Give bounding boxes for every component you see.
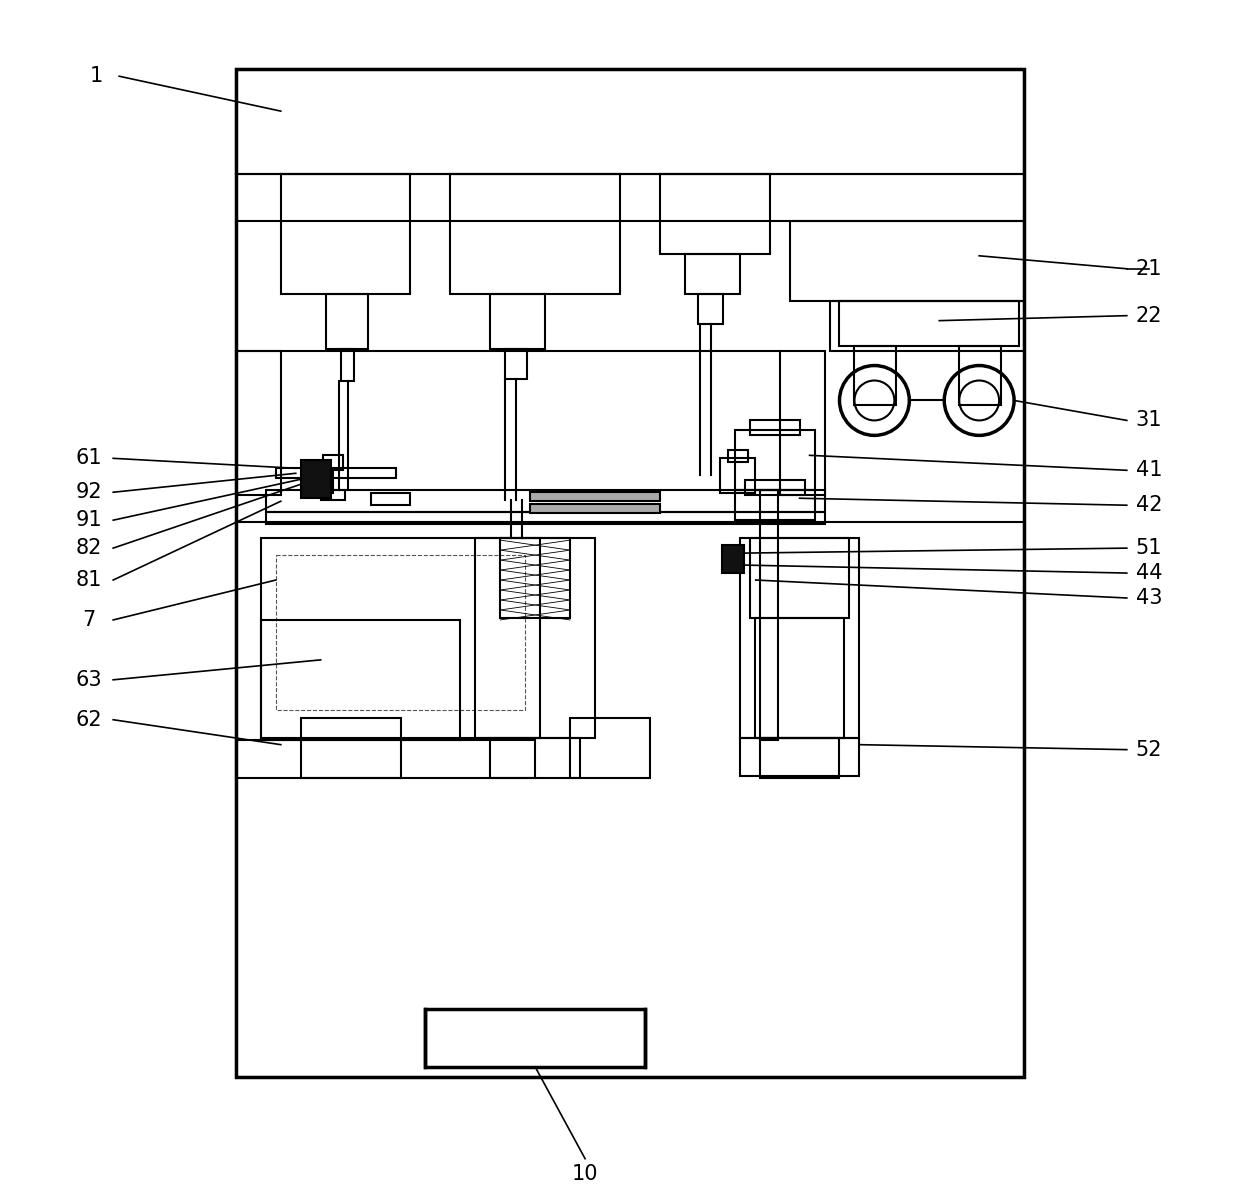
Text: 43: 43 bbox=[1136, 588, 1162, 609]
Text: 10: 10 bbox=[572, 1163, 599, 1184]
Bar bbox=[301, 460, 331, 498]
Bar bbox=[275, 468, 396, 478]
Bar bbox=[719, 459, 755, 494]
Bar bbox=[735, 430, 815, 490]
Bar bbox=[750, 420, 800, 435]
Bar bbox=[236, 69, 1024, 174]
Text: 82: 82 bbox=[76, 538, 103, 558]
Bar bbox=[341, 349, 353, 381]
Text: 62: 62 bbox=[76, 709, 103, 730]
Bar bbox=[570, 718, 650, 778]
Text: 1: 1 bbox=[89, 66, 103, 86]
Bar bbox=[839, 301, 1019, 345]
Text: 21: 21 bbox=[1136, 259, 1162, 279]
Bar bbox=[236, 351, 280, 495]
Text: 51: 51 bbox=[1136, 538, 1162, 558]
Bar bbox=[322, 455, 342, 471]
Text: 52: 52 bbox=[1136, 739, 1162, 760]
Bar bbox=[301, 718, 401, 778]
Bar bbox=[698, 294, 723, 323]
Bar bbox=[735, 490, 815, 520]
Bar bbox=[236, 69, 1024, 1077]
Text: 92: 92 bbox=[76, 483, 103, 502]
Text: 81: 81 bbox=[76, 570, 103, 591]
Bar bbox=[780, 351, 825, 495]
Text: 42: 42 bbox=[1136, 495, 1162, 515]
Text: 41: 41 bbox=[1136, 460, 1162, 480]
Bar bbox=[260, 538, 541, 738]
Bar bbox=[750, 538, 849, 618]
Bar bbox=[505, 349, 527, 379]
Bar bbox=[236, 739, 536, 778]
Bar bbox=[660, 174, 770, 254]
Bar bbox=[531, 492, 660, 501]
Bar bbox=[321, 490, 345, 501]
Bar bbox=[490, 738, 580, 778]
Bar bbox=[760, 490, 777, 739]
Bar bbox=[265, 513, 825, 525]
Text: 91: 91 bbox=[76, 510, 103, 531]
Bar bbox=[760, 738, 839, 778]
Bar bbox=[425, 1009, 645, 1067]
Bar bbox=[260, 619, 460, 739]
Bar bbox=[728, 450, 748, 462]
Bar bbox=[740, 738, 859, 775]
Bar bbox=[490, 294, 546, 349]
Bar bbox=[755, 618, 844, 738]
Bar bbox=[326, 294, 367, 349]
Bar bbox=[960, 345, 1001, 405]
Bar bbox=[790, 220, 1024, 301]
Bar bbox=[745, 480, 805, 495]
Text: 31: 31 bbox=[1136, 411, 1162, 430]
Bar bbox=[475, 538, 595, 738]
Text: 44: 44 bbox=[1136, 563, 1162, 583]
Bar bbox=[830, 301, 1024, 351]
Bar bbox=[854, 345, 897, 405]
Text: 7: 7 bbox=[83, 610, 95, 630]
Bar bbox=[500, 538, 570, 618]
Bar bbox=[265, 490, 825, 513]
Text: 22: 22 bbox=[1136, 305, 1162, 326]
Text: 63: 63 bbox=[76, 670, 103, 690]
Bar bbox=[722, 545, 744, 573]
Bar bbox=[371, 494, 410, 506]
Bar bbox=[450, 174, 620, 294]
Text: 61: 61 bbox=[76, 448, 103, 468]
Bar bbox=[275, 555, 526, 709]
Bar bbox=[280, 174, 410, 294]
Bar bbox=[684, 254, 740, 294]
Bar bbox=[740, 538, 859, 738]
Bar bbox=[236, 522, 1024, 1077]
Bar bbox=[531, 504, 660, 513]
